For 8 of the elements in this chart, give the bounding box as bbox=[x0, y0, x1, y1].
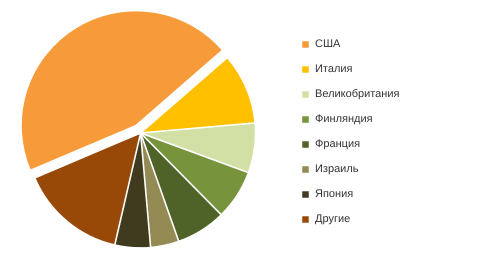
legend-label: Италия bbox=[315, 63, 352, 75]
legend-label: США bbox=[315, 38, 340, 50]
legend-label: Финляндия bbox=[315, 113, 373, 125]
legend-label: Израиль bbox=[315, 163, 358, 175]
legend-label: Япония bbox=[315, 188, 354, 200]
legend-label: Франция bbox=[315, 138, 360, 150]
legend-label: Другие bbox=[315, 213, 350, 225]
legend-label: Великобритания bbox=[315, 88, 400, 100]
